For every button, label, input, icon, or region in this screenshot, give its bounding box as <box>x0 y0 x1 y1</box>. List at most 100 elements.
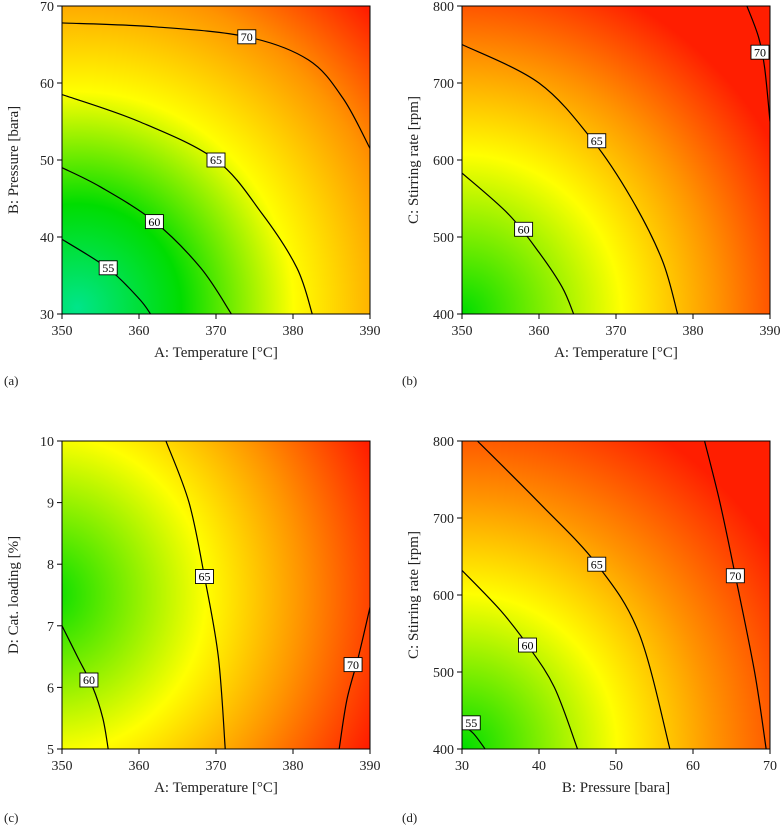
contour-label-bg <box>206 152 226 168</box>
x-tick-label: 390 <box>760 324 781 339</box>
y-tick-label: 800 <box>433 435 454 450</box>
contour-label-box: 60 <box>518 637 537 653</box>
contour-label-box: 65 <box>587 556 607 572</box>
x-tick-label: 370 <box>206 759 227 774</box>
contour-panel: 60 65 70 350 360 370 380 390 400 500 600 700 800 A: T… <box>402 0 781 388</box>
x-tick-label: 350 <box>52 759 73 774</box>
y-tick-label: 400 <box>433 743 454 758</box>
y-axis-label: B: Pressure [bara] <box>6 106 22 214</box>
contour-label-box: 65 <box>206 152 226 168</box>
y-tick-label: 700 <box>433 512 454 527</box>
contour-line-65 <box>62 93 313 314</box>
y-tick-label: 500 <box>433 666 454 681</box>
y-tick-label: 50 <box>40 154 54 169</box>
y-tick-label: 8 <box>47 558 54 573</box>
contour-label: 60 <box>83 673 95 687</box>
y-tick-label: 9 <box>47 497 54 512</box>
y-tick-label: 60 <box>40 77 54 92</box>
contour-label: 70 <box>754 45 766 59</box>
contour-label-box: 70 <box>725 568 745 584</box>
contour-panel: 55 60 65 70 350 360 370 380 390 30 40 50 60 70 A: Temp… <box>4 0 381 388</box>
x-tick-label: 350 <box>452 324 473 339</box>
contour-label-box: 60 <box>144 214 164 230</box>
contour-label-box: 55 <box>461 715 481 731</box>
x-tick-label: 350 <box>52 324 73 339</box>
x-tick-label: 360 <box>129 759 150 774</box>
contour-line-55 <box>62 238 152 314</box>
y-tick-label: 10 <box>40 435 54 450</box>
contour-label-box: 70 <box>343 657 363 673</box>
contour-label: 70 <box>729 569 741 583</box>
x-axis-label: A: Temperature [°C] <box>154 345 278 361</box>
y-tick-label: 700 <box>433 77 454 92</box>
contour-label-bg <box>514 221 534 237</box>
y-tick-label: 6 <box>47 681 54 696</box>
contour-label: 55 <box>102 261 114 275</box>
contour-label-bg <box>79 672 99 688</box>
x-tick-label: 360 <box>129 324 150 339</box>
y-tick-label: 800 <box>433 0 454 15</box>
contour-label-box: 65 <box>194 569 214 584</box>
response-surface <box>462 6 770 314</box>
x-tick-label: 390 <box>360 324 381 339</box>
y-tick-label: 600 <box>433 154 454 169</box>
x-tick-label: 370 <box>206 324 227 339</box>
contour-label-box: 65 <box>587 133 607 149</box>
contour-panel: 55 60 65 70 30 40 50 60 70 400 500 600 700 800 B: Pres… <box>402 435 777 825</box>
y-tick-label: 500 <box>433 231 454 246</box>
x-tick-label: 50 <box>609 759 623 774</box>
x-tick-label: 60 <box>686 759 700 774</box>
contour-label-bg <box>587 133 607 149</box>
contour-line-60 <box>462 172 575 314</box>
response-surface <box>62 441 370 749</box>
contour-label-box: 70 <box>237 29 257 45</box>
y-axis-label: D: Cat. loading [%] <box>6 536 22 654</box>
contour-label-bg <box>587 556 607 572</box>
x-tick-label: 360 <box>529 324 550 339</box>
contour-label: 65 <box>591 134 603 148</box>
x-tick-label: 380 <box>283 759 304 774</box>
x-axis-label: A: Temperature [°C] <box>154 780 278 796</box>
contour-line-70 <box>62 22 370 149</box>
panel-tag: (b) <box>402 373 417 388</box>
contour-line-70 <box>338 607 370 749</box>
y-tick-label: 400 <box>433 308 454 323</box>
y-axis-label: C: Stirring rate [rpm] <box>406 531 422 659</box>
x-tick-label: 380 <box>283 324 304 339</box>
y-tick-label: 70 <box>40 0 54 15</box>
panel-tag: (a) <box>4 373 18 388</box>
response-surface <box>462 441 770 749</box>
contour-label: 65 <box>198 570 210 584</box>
x-tick-label: 70 <box>763 759 777 774</box>
x-axis-label: B: Pressure [bara] <box>562 780 670 796</box>
contour-label-bg <box>750 44 770 60</box>
x-axis-label: A: Temperature [°C] <box>554 345 678 361</box>
y-tick-label: 5 <box>47 743 54 758</box>
x-tick-label: 390 <box>360 759 381 774</box>
y-tick-label: 600 <box>433 589 454 604</box>
contour-label-bg <box>461 715 481 731</box>
contour-line-65 <box>462 43 679 314</box>
x-tick-label: 40 <box>532 759 546 774</box>
contour-label: 55 <box>465 716 477 730</box>
contour-label: 70 <box>347 658 359 672</box>
contour-label-bg <box>98 260 118 276</box>
panel-tag: (d) <box>402 810 417 825</box>
contour-label-bg <box>144 214 164 230</box>
contour-label-bg <box>725 568 745 584</box>
contour-label: 65 <box>210 153 222 167</box>
contour-label-box: 60 <box>514 221 534 237</box>
contour-label: 60 <box>518 223 530 237</box>
contour-label: 60 <box>148 215 160 229</box>
contour-label-box: 70 <box>750 44 770 60</box>
contour-label: 65 <box>591 557 603 571</box>
y-tick-label: 7 <box>47 620 54 635</box>
x-tick-label: 380 <box>683 324 704 339</box>
contour-panel: 60 65 70 350 360 370 380 390 5 6 7 8 9 10 A: Temperatu… <box>4 435 381 825</box>
contour-label-box: 60 <box>79 672 99 688</box>
contour-label: 70 <box>241 30 253 44</box>
contour-label: 60 <box>521 638 533 652</box>
contour-label-bg <box>343 657 363 673</box>
contour-label-bg <box>194 569 214 584</box>
